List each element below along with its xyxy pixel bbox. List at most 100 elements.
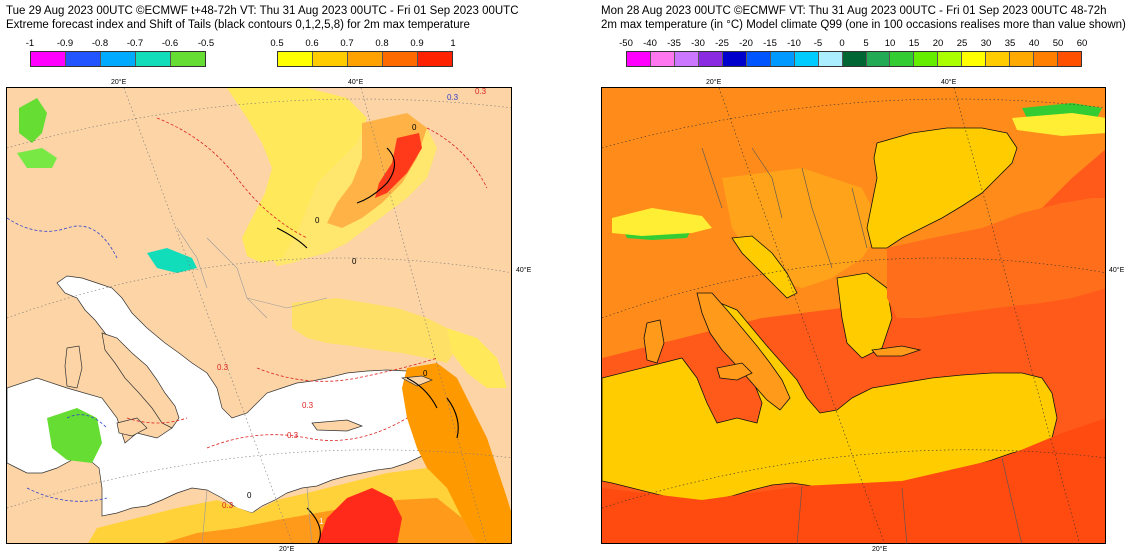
contour [426,127,488,189]
climate-colorbar [626,51,1082,67]
contour-label: 0.3 [302,401,314,410]
colorbar-swatch [418,52,452,66]
colorbar-swatch [101,52,136,66]
cbar-label: 0.7 [340,38,354,49]
colorbar-swatch [650,52,675,66]
efi-yellow-area [227,88,367,263]
cbar-label: 0.8 [375,38,389,49]
contour-label: 0.3 [287,431,299,440]
contour [156,117,308,239]
contour-label: 0 [412,123,417,132]
climate-title-line1: Mon 28 Aug 2023 00UTC ©ECMWF VT: Thu 31 … [601,5,1107,17]
lon-label-top-20e: 20°E [706,79,722,86]
efi-green-mid-west [17,148,57,168]
colorbar-swatch [818,52,843,66]
black-sea [866,127,1018,249]
contour [26,487,108,502]
colorbar-swatch [1010,52,1035,66]
cbar-label: -20 [739,38,753,49]
border [1001,457,1022,543]
contour [206,417,408,449]
efi-yellow-turkey [292,298,457,363]
cbar-label: 35 [1004,38,1016,49]
cbar-label: -0.9 [56,38,74,49]
sot-black-contours [276,147,459,543]
turkey-hot [887,198,1105,318]
colorbar-swatch [171,52,205,66]
efi-green-north-africa [47,408,102,463]
cbar-label: 10 [884,38,896,49]
adriatic-sea [731,235,798,299]
contour [66,414,108,429]
cbar-label: -15 [763,38,777,49]
colorbar-swatch [986,52,1011,66]
parallel-30n [7,449,511,509]
meridian-20e [123,88,293,543]
colorbar-swatch [627,52,651,66]
border [176,227,208,289]
efi-green-alps [147,248,197,273]
climate-graticule [602,88,1105,543]
meridian-40e [360,88,487,543]
contour-label: 0.3 [475,88,487,96]
cbar-label: 0.9 [410,38,424,49]
contour [306,507,321,543]
lon-label-top-40e: 40°E [348,79,364,86]
colorbar-swatch [31,52,66,66]
colorbar-swatch [278,52,313,66]
colorbar-swatch [348,52,383,66]
sardinia [64,345,83,389]
cbar-label: -25 [715,38,729,49]
colorbar-swatch [746,52,771,66]
cbar-label: -30 [691,38,705,49]
border [751,147,783,219]
contour-label: 1 [319,517,324,526]
efi-panel: Tue 29 Aug 2023 00UTC ©ECMWF t+48-72h VT… [0,0,560,558]
colorbar-swatch [1058,52,1082,66]
alps-yellow [612,208,712,236]
parallel-50n [7,98,511,149]
border [246,297,328,309]
contour-label: 0.3 [217,363,229,372]
lat-label-right-40e: 40°E [1109,267,1125,274]
sardinia [643,319,665,364]
climate-title-line2: 2m max temperature (in °C) Model climate… [601,19,1126,31]
colorbar-swatch [674,52,699,66]
italy-land [696,292,791,411]
lon-label-top-40e: 40°E [941,79,957,86]
cbar-label: -35 [667,38,681,49]
contour-label: 0.3 [447,93,459,102]
cbar-label: -0.5 [197,38,215,49]
cbar-label: 0.5 [270,38,284,49]
cbar-label: 40 [1028,38,1040,49]
lon-label-bottom-20e: 20°E [279,546,295,553]
cyprus [400,375,433,387]
efi-positive-colorbar-labels: 0.5 0.6 0.7 0.8 0.9 1 [270,38,456,50]
cbar-label: -40 [643,38,657,49]
model-climate-panel: Mon 28 Aug 2023 00UTC ©ECMWF VT: Thu 31 … [595,0,1130,558]
efi-red-sahara [317,488,402,543]
colorbar-swatch [383,52,418,66]
cbar-label: 25 [956,38,968,49]
colorbar-swatch [938,52,963,66]
cbar-label: -50 [619,38,633,49]
border [901,487,908,543]
efi-negative-colorbar [30,51,206,67]
efi-red-dashed-contours [126,117,488,449]
cbar-label: -0.8 [91,38,109,49]
cbar-label: 50 [1052,38,1064,49]
colorbar-swatch [66,52,101,66]
colorbar-swatch [962,52,987,66]
contour [446,397,459,439]
caucasus-yellow [1012,113,1105,136]
meridian-40e [953,88,1080,543]
climate-map [601,87,1106,544]
crete [311,419,364,432]
colorbar-swatch [722,52,747,66]
border [206,237,268,319]
cbar-label: 1 [450,38,456,49]
border [306,487,313,543]
country-borders [701,147,1022,543]
contour-label: 0 [423,369,428,378]
crete [871,345,922,357]
